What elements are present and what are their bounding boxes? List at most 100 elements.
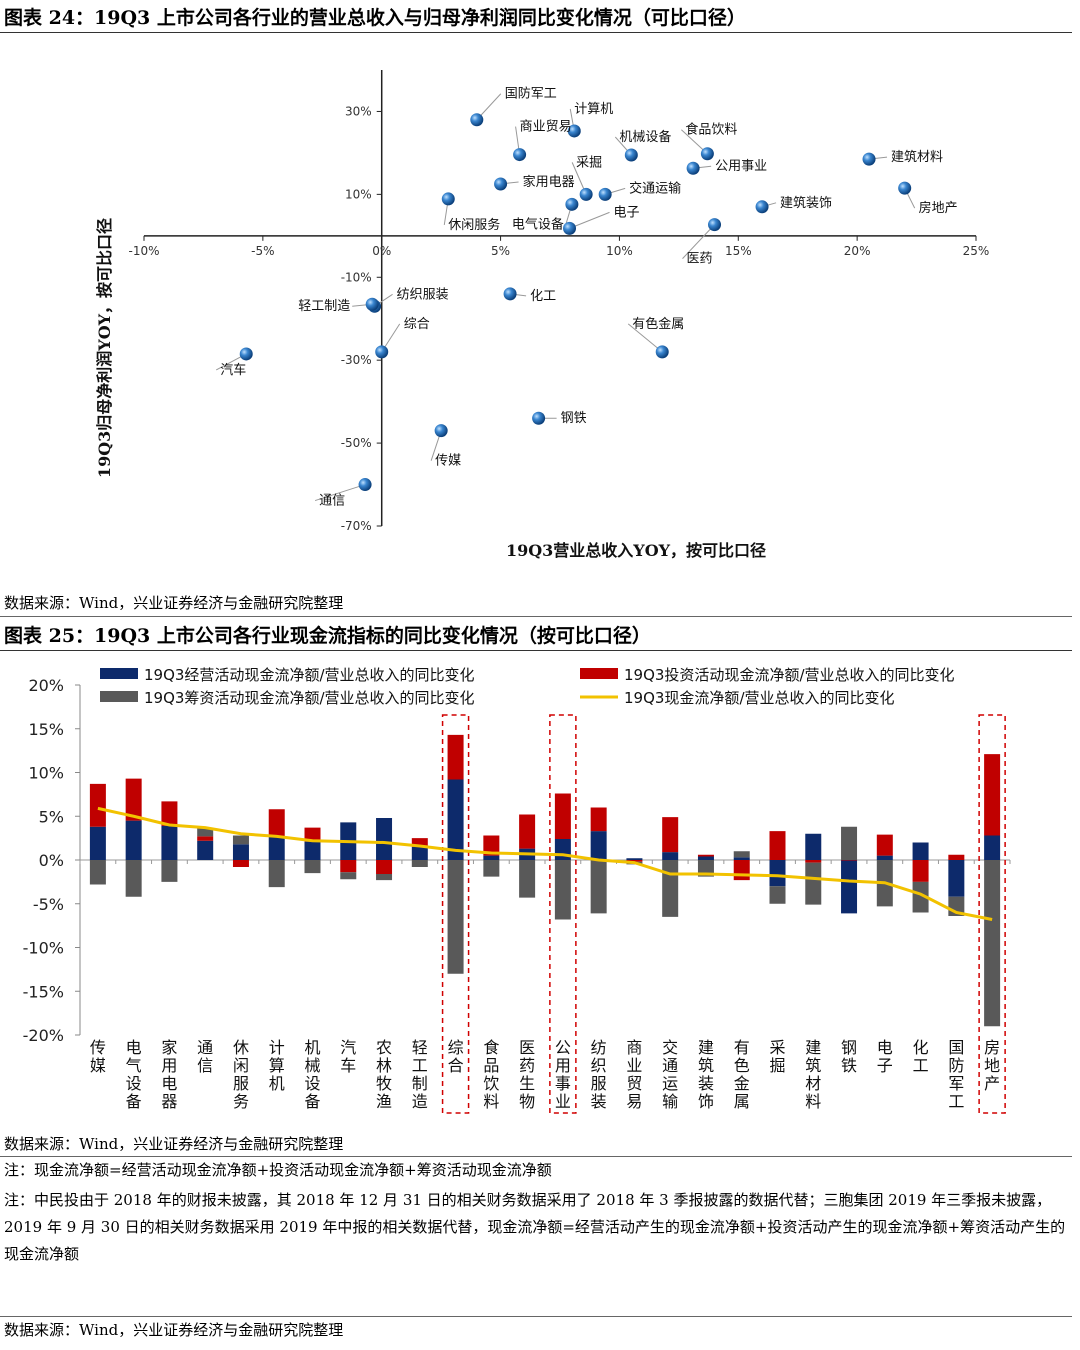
investing-bar	[697, 854, 714, 857]
scatter-point	[598, 187, 612, 201]
bar-category-label: 机械设备	[304, 1038, 320, 1111]
financing-bar	[590, 860, 607, 914]
scatter-point	[579, 187, 593, 201]
financing-bar	[447, 860, 464, 974]
net-cashflow-line	[97, 806, 993, 921]
financing-bar	[805, 862, 822, 905]
investing-bar	[125, 778, 142, 821]
scatter-point	[434, 424, 448, 438]
figure25-note-2: 注：中民投由于 2018 年的财报未披露，其 2018 年 12 月 31 日的…	[4, 1191, 1066, 1263]
investing-bar	[769, 831, 786, 860]
legend-financing-swatch	[100, 691, 138, 702]
operating-bar	[805, 833, 822, 860]
scatter-leader-line	[314, 484, 366, 502]
scatter-point	[862, 152, 876, 166]
footer-source: 数据来源：Wind，兴业证券经济与金融研究院整理	[4, 1321, 344, 1339]
bar-y-tick-label: 15%	[28, 720, 64, 739]
investing-bar	[805, 860, 822, 863]
operating-bar	[232, 844, 249, 860]
bar-y-tick-label: 0%	[39, 851, 64, 870]
scatter-x-tick-label: 5%	[491, 244, 510, 258]
figure25-title: 图表 25：19Q3 上市公司各行业现金流指标的同比变化情况（按可比口径）	[4, 625, 651, 647]
operating-bar	[125, 820, 142, 860]
financing-bar	[268, 860, 285, 888]
figure24-title-rule	[0, 32, 1072, 33]
figure25-source-rule	[0, 1156, 1072, 1157]
investing-bar	[411, 838, 428, 847]
operating-bar	[411, 846, 428, 860]
scatter-point-label: 商业贸易	[520, 120, 572, 135]
operating-bar	[841, 860, 858, 914]
financing-bar	[984, 860, 1001, 1027]
scatter-point-label: 医药	[687, 252, 713, 267]
legend-net-label: 19Q3现金流净额/营业总收入的同比变化	[624, 689, 895, 707]
financing-bar	[304, 860, 321, 874]
operating-bar	[197, 840, 214, 860]
scatter-y-tick-label: -30%	[341, 353, 372, 367]
legend-investing-label: 19Q3投资活动现金流净额/营业总收入的同比变化	[624, 666, 955, 684]
bar-category-label: 休闲服务	[233, 1038, 249, 1111]
financing-bar	[841, 826, 858, 860]
investing-bar	[733, 860, 750, 881]
scatter-x-axis-label: 19Q3营业总收入YOY，按可比口径	[506, 541, 766, 560]
scatter-point	[503, 287, 517, 301]
investing-bar	[161, 801, 178, 826]
scatter-point-label: 交通运输	[629, 180, 681, 196]
bar-category-label: 国防军工	[948, 1038, 964, 1111]
investing-bar	[841, 860, 858, 861]
scatter-point-label: 纺织服装	[397, 287, 449, 302]
scatter-point	[470, 113, 484, 127]
bar-category-label: 通信	[197, 1038, 213, 1075]
scatter-point	[708, 218, 722, 232]
scatter-point-label: 家用电器	[523, 174, 575, 190]
operating-bar	[626, 858, 643, 860]
operating-bar	[376, 818, 393, 860]
financing-bar	[340, 872, 357, 880]
financing-bar	[697, 860, 714, 877]
figure24-source-rule	[0, 616, 1072, 617]
investing-bar	[519, 814, 536, 849]
financing-bar	[519, 860, 536, 898]
bar-category-label: 商业贸易	[626, 1038, 642, 1111]
bar-category-label: 公用事业	[555, 1038, 571, 1111]
financing-bar	[125, 860, 142, 897]
operating-bar	[447, 779, 464, 860]
investing-bar	[197, 836, 214, 841]
figure24-source: 数据来源：Wind，兴业证券经济与金融研究院整理	[4, 594, 344, 612]
scatter-point	[358, 478, 372, 492]
investing-bar	[89, 783, 106, 827]
investing-bar	[590, 807, 607, 832]
scatter-x-tick-label: 25%	[963, 244, 990, 258]
scatter-point	[441, 192, 455, 206]
operating-bar	[89, 826, 106, 860]
scatter-y-tick-label: -50%	[341, 436, 372, 450]
bar-category-label: 纺织服装	[591, 1038, 607, 1111]
operating-bar	[268, 836, 285, 860]
investing-bar	[268, 809, 285, 837]
investing-bar	[984, 754, 1001, 836]
scatter-point-label: 国防军工	[505, 86, 557, 102]
scatter-point-label: 建筑材料	[891, 149, 943, 165]
scatter-leader-line	[569, 211, 610, 229]
bar-category-label: 建筑装饰	[698, 1038, 714, 1111]
financing-bar	[483, 860, 500, 877]
financing-bar	[554, 860, 571, 920]
operating-bar	[304, 841, 321, 860]
operating-bar	[662, 852, 679, 860]
bar-y-tick-label: -20%	[23, 1026, 64, 1045]
footer-rule	[0, 1316, 1072, 1317]
scatter-point	[565, 197, 579, 211]
financing-bar	[197, 827, 214, 837]
scatter-point	[563, 221, 577, 235]
operating-bar	[590, 831, 607, 860]
scatter-point-label: 采掘	[576, 155, 602, 170]
bar-y-tick-label: -15%	[23, 982, 64, 1001]
scatter-y-tick-label: 30%	[345, 104, 372, 118]
bar-category-label: 电子	[877, 1038, 893, 1075]
operating-bar	[769, 860, 786, 887]
figure25-title-rule	[0, 650, 1072, 651]
operating-bar	[876, 855, 893, 860]
cashflow-bar-chart: 20% 15% 10% 5% 0% -5% -10% -15% -20% 19Q3经营活动现金流…	[23, 666, 1011, 1114]
financing-bar	[376, 874, 393, 881]
scatter-point-label: 食品饮料	[685, 122, 737, 138]
